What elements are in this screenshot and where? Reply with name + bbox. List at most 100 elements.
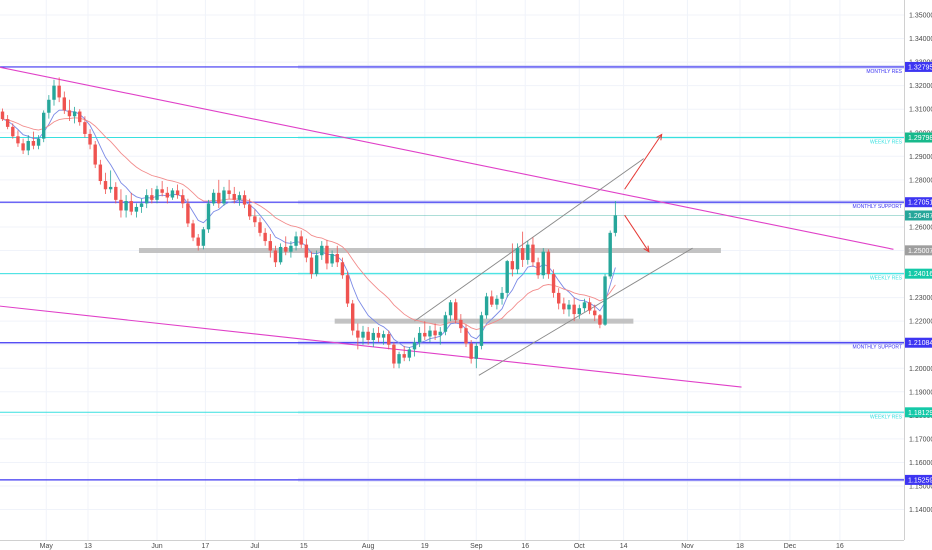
level-note: MONTHLY SUPPORT <box>853 204 902 210</box>
arrow-head <box>656 133 663 141</box>
support-resistance-zone <box>334 318 634 324</box>
price-badge-label: 1.32795 <box>908 64 932 71</box>
candle-body <box>119 199 123 211</box>
candle-body <box>186 203 190 224</box>
candle-body <box>469 343 473 359</box>
candle-body <box>351 303 355 331</box>
candle-body <box>139 203 144 207</box>
candle-body <box>78 111 82 123</box>
time-tick-label: 19 <box>421 543 429 550</box>
time-axis[interactable]: May 13 Jun 17 Jul 15 Aug 19 Sep 16 Oct 14 Nov 18 Dec 16 <box>40 543 844 550</box>
candle-body <box>304 244 309 258</box>
candle-body <box>227 190 231 194</box>
price-tick-label: 1.23000 <box>909 295 932 302</box>
candle-body <box>387 334 391 345</box>
candle-body <box>412 342 417 350</box>
price-badge-label: 1.15259 <box>908 477 932 484</box>
candle-body <box>340 262 345 276</box>
moving-average-fast <box>2 109 616 348</box>
price-badge-label: 1.21084 <box>908 340 932 347</box>
trend-line <box>0 305 742 388</box>
candle-body <box>108 186 113 190</box>
candle-body <box>16 136 20 144</box>
price-tick-label: 1.16000 <box>909 460 932 467</box>
candle-body <box>253 216 257 223</box>
candle-body <box>206 203 211 230</box>
price-tick-label: 1.17000 <box>909 436 932 443</box>
price-tick-label: 1.29000 <box>909 154 932 161</box>
candle-body <box>263 232 267 242</box>
candle-body <box>273 250 278 263</box>
level-note: MONTHLY SUPPORT <box>853 345 902 351</box>
support-resistance-zone <box>138 248 721 253</box>
candle-body <box>155 189 159 200</box>
candle-body <box>196 237 200 246</box>
candle-body <box>129 201 133 212</box>
price-tick-label: 1.34000 <box>909 36 932 43</box>
candle-body <box>62 97 66 111</box>
candle-body <box>248 204 252 217</box>
candle-body <box>21 143 25 151</box>
candle-body <box>175 190 180 196</box>
candle-body <box>309 257 314 275</box>
candle-body <box>392 344 396 364</box>
candle-body <box>258 222 262 233</box>
time-tick-label: Nov <box>681 543 694 550</box>
candle-body <box>356 330 360 338</box>
candle-body <box>26 140 30 151</box>
candle-body <box>474 345 478 359</box>
candle-body <box>124 201 128 211</box>
price-tick-label: 1.26000 <box>909 224 932 231</box>
channel-line <box>478 247 693 376</box>
candle-body <box>593 310 597 316</box>
price-tick-label: 1.15000 <box>909 484 932 491</box>
candle-body <box>232 193 236 200</box>
candle-body <box>551 274 556 293</box>
candle-body <box>484 296 489 316</box>
zones <box>138 248 721 324</box>
price-badge <box>905 268 932 279</box>
candle-body <box>325 245 329 264</box>
candle-body <box>103 181 108 190</box>
price-badge-label: 1.26487 <box>908 213 932 220</box>
candle-body <box>52 85 56 100</box>
price-tick-label: 1.14000 <box>909 507 932 514</box>
candle-body <box>237 195 242 200</box>
candle-body <box>582 302 587 309</box>
candle-body <box>222 190 226 204</box>
price-badge <box>905 407 932 418</box>
candle-body <box>510 261 515 270</box>
candle-body <box>217 192 221 204</box>
candle-body <box>88 133 92 145</box>
candle-body <box>479 315 484 346</box>
time-tick-label: 15 <box>300 543 308 550</box>
candle-body <box>520 248 525 260</box>
time-tick-label: Oct <box>574 543 585 550</box>
candle-body <box>490 296 494 305</box>
time-tick-label: 17 <box>202 543 210 550</box>
candle-body <box>407 349 412 358</box>
price-tick-label: 1.32000 <box>909 83 932 90</box>
candle-body <box>438 331 442 336</box>
time-tick-label: May <box>40 543 54 550</box>
candle-body <box>83 122 87 134</box>
level-note: WEEKLY RES <box>870 140 903 146</box>
moving-average-slow <box>2 117 616 330</box>
candle-body <box>93 144 97 165</box>
candle-body <box>526 244 530 260</box>
candle-body <box>294 236 298 246</box>
candle-body <box>495 298 499 305</box>
time-tick-label: Sep <box>470 543 483 550</box>
price-tick-label: 1.31000 <box>909 107 932 114</box>
candle-body <box>577 308 581 315</box>
candle-body <box>366 331 370 340</box>
candle-body <box>562 303 566 310</box>
candle-body <box>191 223 195 238</box>
candle-body <box>381 334 386 338</box>
candles <box>0 77 618 369</box>
candle-body <box>211 192 216 204</box>
candle-body <box>320 245 324 256</box>
candle-body <box>428 330 432 337</box>
arrow-line <box>624 214 650 252</box>
